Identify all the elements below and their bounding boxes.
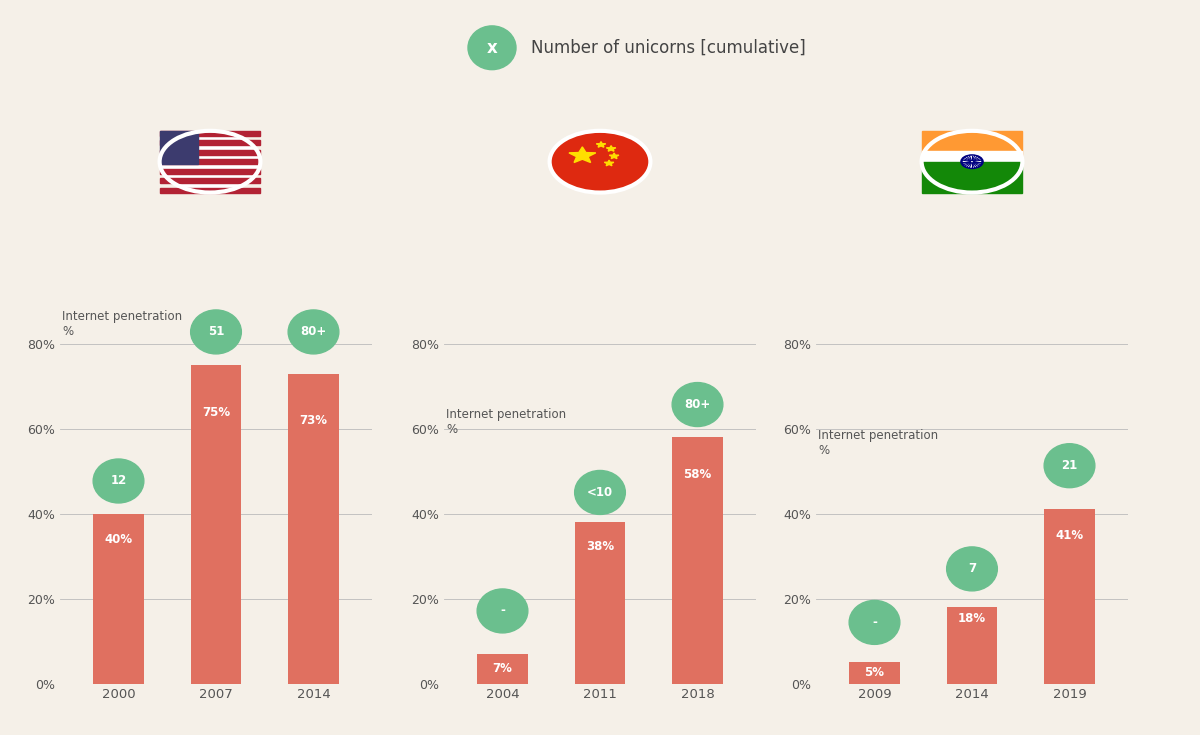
Bar [672, 437, 722, 684]
Text: 80+: 80+ [300, 326, 326, 338]
Bar [478, 654, 528, 684]
Text: 7: 7 [968, 562, 976, 576]
Text: 73%: 73% [300, 414, 328, 426]
Ellipse shape [1044, 444, 1094, 488]
Text: 18%: 18% [958, 612, 986, 625]
Text: 12: 12 [110, 475, 127, 487]
Text: 5%: 5% [864, 667, 884, 679]
Text: 40%: 40% [104, 533, 132, 545]
Ellipse shape [575, 470, 625, 514]
Ellipse shape [478, 589, 528, 633]
Bar [850, 662, 900, 684]
Text: 41%: 41% [1056, 529, 1084, 542]
Bar [947, 607, 997, 684]
Ellipse shape [288, 310, 338, 354]
Ellipse shape [947, 547, 997, 591]
Text: x: x [487, 39, 497, 57]
Ellipse shape [468, 26, 516, 70]
Text: Number of unicorns [cumulative]: Number of unicorns [cumulative] [530, 39, 805, 57]
Text: 7%: 7% [492, 662, 512, 675]
Text: 75%: 75% [202, 406, 230, 420]
Text: -: - [872, 616, 877, 629]
Text: 21: 21 [1061, 459, 1078, 472]
Text: -: - [500, 604, 505, 617]
Ellipse shape [191, 310, 241, 354]
Text: Internet penetration
%: Internet penetration % [446, 407, 566, 436]
Ellipse shape [850, 600, 900, 645]
Ellipse shape [672, 382, 722, 426]
Bar [575, 522, 625, 684]
Ellipse shape [94, 459, 144, 503]
Text: 38%: 38% [586, 540, 614, 553]
Bar [94, 514, 144, 684]
Bar [1044, 509, 1094, 684]
Text: Internet penetration
%: Internet penetration % [62, 310, 182, 338]
Bar [288, 373, 338, 684]
Text: Internet penetration
%: Internet penetration % [818, 429, 938, 456]
Text: 58%: 58% [683, 467, 712, 481]
Text: <10: <10 [587, 486, 613, 499]
Text: 51: 51 [208, 326, 224, 338]
Bar [191, 365, 241, 684]
Text: 80+: 80+ [684, 398, 710, 411]
